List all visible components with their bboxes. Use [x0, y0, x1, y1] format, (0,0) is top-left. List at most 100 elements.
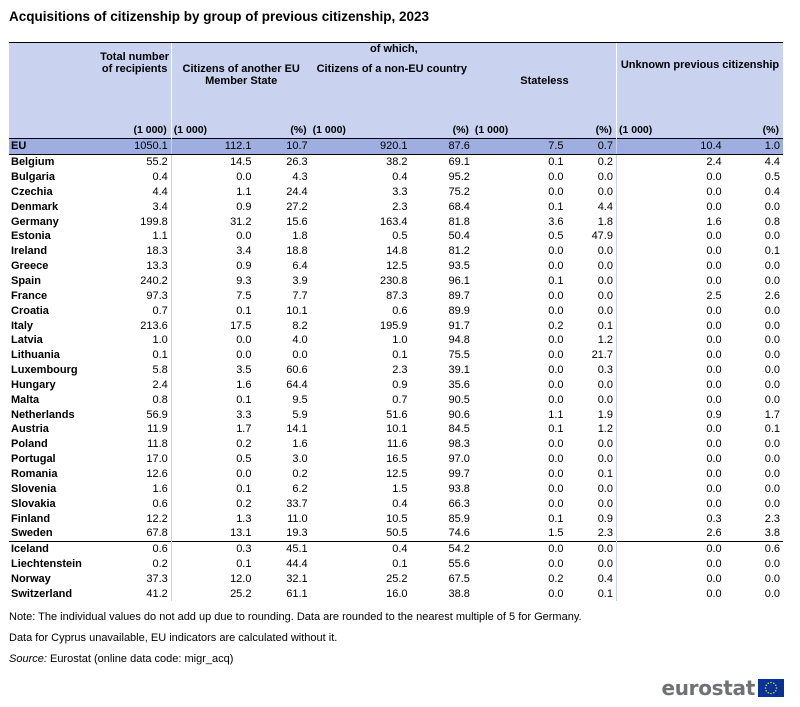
value-cell: 81.8 — [448, 215, 470, 228]
total-header: Total number of recipients — [98, 42, 172, 122]
country-cell: Belgium — [11, 156, 55, 169]
value-cell: 17.5 — [170, 318, 255, 333]
value-cell: 0.0 — [615, 586, 725, 602]
value-cell: 9.5 — [292, 393, 308, 406]
value-cell: 14.8 — [386, 245, 408, 258]
value-cell: 90.5 — [448, 393, 470, 406]
value-cell: 0.0 — [764, 467, 780, 480]
value-cell: 3.3 — [170, 407, 255, 423]
value-cell: 56.9 — [146, 408, 168, 421]
value-cell: 0.0 — [548, 438, 564, 451]
value-cell: 0.0 — [548, 289, 564, 302]
table-row: Hungary 2.4 1.6 64.4 0.9 35.6 0.0 0.0 0.0 0.0 — [9, 377, 783, 393]
value-cell: 0.0 — [764, 497, 780, 510]
value-cell: 3.9 — [292, 275, 308, 288]
value-cell: 0.0 — [764, 200, 780, 213]
value-cell: 3.3 — [392, 185, 408, 198]
value-cell: 0.1 — [392, 558, 408, 571]
value-cell: 0.6 — [724, 540, 783, 557]
value-cell: 3.4 — [170, 243, 255, 259]
value-cell: 1.0 — [724, 138, 783, 155]
value-cell: 68.4 — [448, 200, 470, 213]
table-row: Malta 0.8 0.1 9.5 0.7 90.5 0.0 0.0 0.0 0.0 — [9, 392, 783, 408]
table-row: Portugal 17.0 0.5 3.0 16.5 97.0 0.0 0.0 0.0 0.0 — [9, 451, 783, 467]
value-cell: 25.2 — [170, 586, 255, 602]
value-cell: 0.0 — [764, 319, 780, 332]
value-cell: 33.7 — [286, 497, 308, 510]
value-cell: 96.1 — [448, 275, 470, 288]
value-cell: 12.2 — [146, 512, 168, 525]
value-cell: 10.1 — [286, 304, 308, 317]
value-cell: 0.5 — [392, 230, 408, 243]
value-cell: 1.6 — [292, 438, 308, 451]
value-cell: 240.2 — [140, 275, 168, 288]
flag-star — [775, 687, 778, 689]
value-cell: 3.4 — [152, 200, 168, 213]
country-cell: Portugal — [11, 453, 56, 466]
value-cell: 0.1 — [548, 512, 564, 525]
table-row: Belgium 55.2 14.5 26.3 38.2 69.1 0.1 0.2 2.4 4.4 — [9, 154, 783, 170]
value-cell: 31.2 — [170, 214, 255, 230]
value-cell: 0.1 — [392, 349, 408, 362]
source-line: Source: Eurostat (online data code: migr… — [9, 654, 582, 675]
value-cell: 0.1 — [170, 392, 255, 408]
value-cell: 0.0 — [170, 332, 255, 348]
value-cell: 16.0 — [386, 587, 408, 600]
value-cell: 0.0 — [764, 482, 780, 495]
value-cell: 1.6 — [170, 377, 255, 393]
value-cell: 0.5 — [764, 171, 780, 184]
value-cell: 16.5 — [386, 453, 408, 466]
value-cell: 920.1 — [310, 138, 411, 155]
value-cell: 4.4 — [597, 200, 613, 213]
table-row: Lithuania 0.1 0.0 0.0 0.1 75.5 0.0 21.7 0.0 0.0 — [9, 347, 783, 363]
eurostat-wordmark: eurostat — [661, 676, 755, 700]
value-cell: 7.5 — [472, 138, 567, 155]
value-cell: 0.0 — [170, 169, 255, 185]
value-cell: 0.1 — [170, 303, 255, 319]
value-cell: 69.1 — [448, 156, 470, 169]
value-cell: 230.8 — [379, 275, 408, 288]
value-cell: 0.2 — [597, 156, 613, 169]
value-cell: 14.5 — [170, 154, 255, 170]
of-which-header: of which, — [170, 42, 617, 59]
country-cell: Croatia — [11, 304, 49, 317]
country-cell: Spain — [11, 275, 41, 288]
value-cell: 0.0 — [170, 347, 255, 363]
value-cell: 0.0 — [615, 436, 725, 452]
value-cell: 0.0 — [597, 393, 613, 406]
value-cell: 195.9 — [379, 319, 408, 332]
value-cell: 8.2 — [292, 319, 308, 332]
unit-noneu-thousand: (1 000) — [310, 122, 411, 139]
country-cell: Romania — [11, 467, 58, 480]
country-cell: Hungary — [11, 378, 56, 391]
country-cell: Austria — [11, 423, 49, 436]
value-cell: 0.0 — [292, 349, 308, 362]
country-cell: EU — [9, 138, 99, 155]
value-cell: 67.8 — [146, 527, 168, 540]
value-cell: 74.6 — [448, 527, 470, 540]
table-row: Latvia 1.0 0.0 4.0 1.0 94.8 0.0 1.2 0.0 0.0 — [9, 332, 783, 348]
table-row: Romania 12.6 0.0 0.2 12.5 99.7 0.0 0.1 0.0 0.0 — [9, 466, 783, 482]
value-cell: 4.0 — [292, 334, 308, 347]
value-cell: 0.8 — [764, 215, 780, 228]
value-cell: 0.0 — [548, 393, 564, 406]
table-row: Switzerland 41.2 25.2 61.1 16.0 38.8 0.0 0.1 0.0… — [9, 586, 783, 602]
table-row: Croatia 0.7 0.1 10.1 0.6 89.9 0.0 0.0 0.0 0.0 — [9, 303, 783, 319]
eu-citizens-header: Citizens of another EU Member State — [170, 59, 311, 122]
flag-star — [765, 684, 768, 687]
value-cell: 1.8 — [292, 230, 308, 243]
value-cell: 19.3 — [286, 527, 308, 540]
flag-star — [770, 692, 772, 695]
value-cell: 0.0 — [764, 572, 780, 585]
value-cell: 0.0 — [615, 347, 725, 363]
value-cell: 41.2 — [146, 587, 168, 600]
value-cell: 0.0 — [597, 185, 613, 198]
value-cell: 12.5 — [386, 467, 408, 480]
value-cell: 1.7 — [170, 422, 255, 437]
flag-star — [772, 691, 775, 694]
value-cell: 0.0 — [566, 540, 617, 557]
table-row: Ireland 18.3 3.4 18.8 14.8 81.2 0.0 0.0 0.0 0.1 — [9, 243, 783, 259]
value-cell: 0.6 — [392, 304, 408, 317]
value-cell: 0.0 — [615, 303, 725, 319]
value-cell: 75.5 — [448, 349, 470, 362]
